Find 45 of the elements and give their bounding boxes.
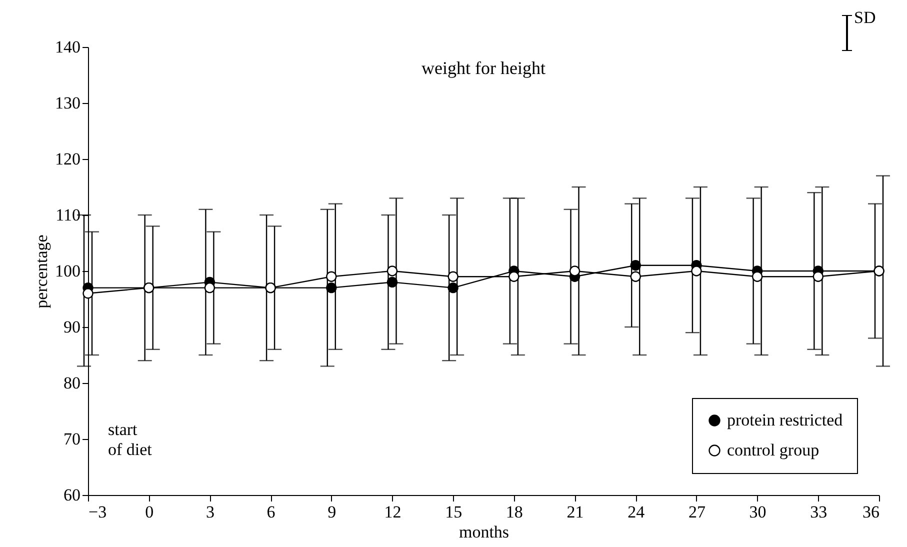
point	[448, 282, 458, 294]
text: SD	[854, 8, 876, 28]
point	[204, 282, 216, 294]
point	[386, 266, 398, 276]
y-tick-label: 120	[55, 150, 80, 168]
y-tick-label: 80	[64, 374, 80, 392]
annotation: start of diet	[108, 420, 152, 461]
x-tick-label: 21	[566, 502, 584, 522]
x-tick-label: 12	[384, 502, 402, 522]
y-tick-label: 130	[55, 94, 80, 112]
x-tick-label: −3	[88, 502, 107, 522]
x-tick-label: 3	[206, 502, 214, 522]
legend-label: control group	[727, 440, 820, 460]
x-tick-label: 18	[506, 502, 523, 522]
y-tick-label: 70	[64, 430, 80, 448]
x-tick-label: 0	[145, 502, 154, 522]
point	[386, 276, 398, 288]
y-tick-label: 60	[64, 486, 80, 504]
x-axis-title: months	[458, 522, 510, 542]
point	[326, 282, 337, 294]
x-tick-label: 33	[810, 502, 828, 522]
legend-label: protein restricted	[727, 410, 844, 430]
y-tick-label: 110	[56, 206, 80, 224]
point	[630, 271, 641, 282]
point	[630, 260, 641, 271]
y-tick-label: 140	[55, 38, 80, 56]
x-tick-label: 9	[328, 502, 336, 522]
y-tick-label: 100	[55, 262, 80, 280]
x-tick-label: 30	[749, 502, 766, 522]
point	[448, 271, 458, 282]
y-tick-label: 90	[64, 318, 80, 336]
y-axis-title: percentage	[32, 234, 51, 308]
x-tick-label: 24	[628, 502, 646, 522]
point	[82, 288, 94, 299]
x-tick-label: 27	[688, 502, 706, 522]
point	[691, 266, 702, 276]
point	[812, 271, 824, 282]
point	[752, 271, 763, 282]
text: weight for height	[422, 58, 546, 78]
point	[569, 266, 580, 276]
x-tick-label: 15	[445, 502, 462, 522]
point	[326, 271, 337, 282]
point	[508, 271, 520, 282]
x-tick-label: 36	[862, 502, 880, 522]
x-tick-label: 6	[266, 502, 276, 522]
